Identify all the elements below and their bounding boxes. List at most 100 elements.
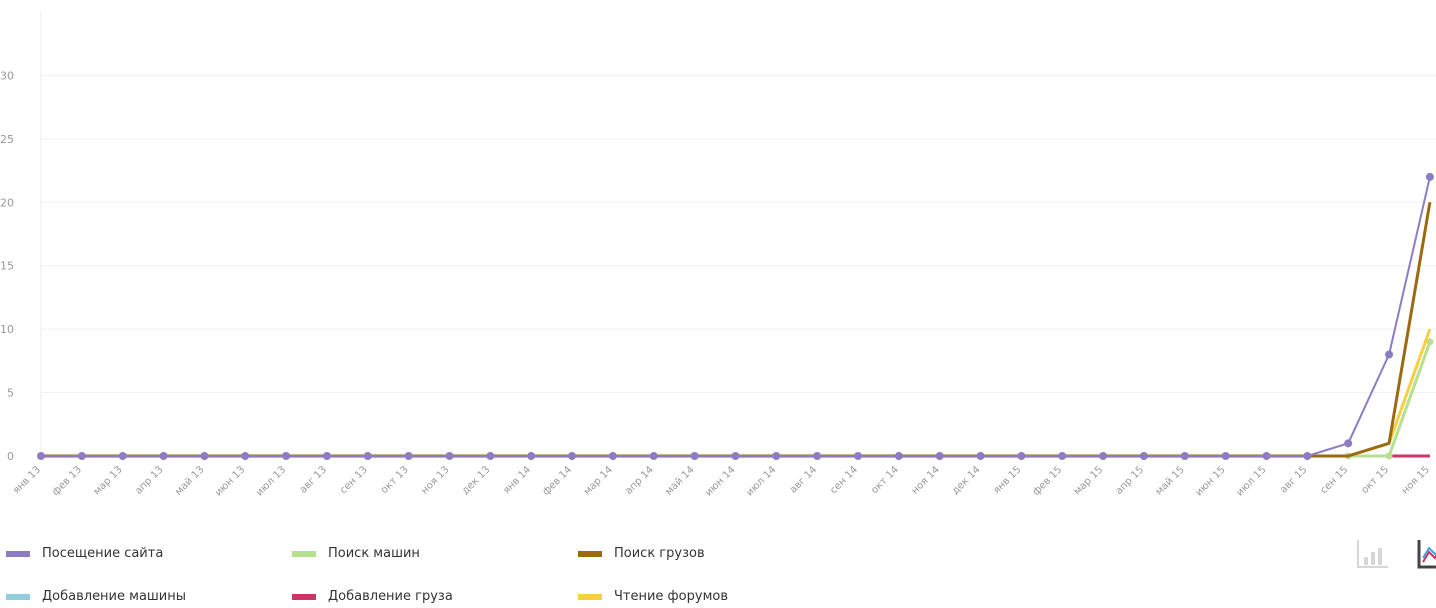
data-point (486, 452, 495, 460)
x-tick-label: янв 15 (991, 464, 1023, 496)
data-point (854, 452, 862, 460)
legend-item-add-truck[interactable]: Добавление машины (6, 589, 186, 604)
x-tick-label: май 13 (173, 464, 206, 497)
data-point (976, 452, 985, 460)
data-point (404, 452, 413, 460)
y-tick-label: 5 (7, 387, 14, 400)
legend-swatch (292, 550, 316, 557)
data-point (118, 452, 127, 460)
legend-swatch (6, 593, 30, 600)
x-tick-label: фев 15 (1031, 464, 1065, 498)
x-tick-label: апр 13 (133, 464, 165, 496)
data-point (1425, 172, 1434, 181)
y-tick-label: 30 (0, 69, 14, 82)
x-axis: янв 13 фев 13 мар 13 апр 13 май 13 июн 13 июл … (11, 464, 1432, 498)
line-chart-icon[interactable] (1415, 536, 1436, 570)
data-point (1180, 452, 1189, 460)
x-tick-label: авг 15 (1278, 464, 1309, 495)
data-point (1426, 338, 1434, 346)
bar-chart-icon[interactable] (1355, 536, 1389, 570)
data-point (1385, 452, 1393, 460)
x-tick-label: сен 13 (338, 464, 370, 496)
legend-label: Добавление груза (328, 589, 453, 604)
x-tick-label: ноя 14 (910, 464, 942, 496)
x-tick-label: окт 13 (379, 464, 411, 496)
data-point (568, 452, 577, 460)
x-tick-label: авг 14 (788, 464, 819, 495)
x-tick-label: сен 15 (1318, 464, 1350, 496)
x-tick-label: июн 15 (1194, 464, 1228, 498)
data-point (241, 452, 250, 460)
x-tick-label: июл 15 (1235, 464, 1269, 498)
data-point (1099, 452, 1108, 460)
y-axis: 0 5 10 15 20 25 30 (0, 69, 14, 463)
x-tick-label: июл 14 (744, 464, 778, 498)
data-point (772, 452, 781, 460)
legend-item-truck-search[interactable]: Поиск машин (292, 546, 420, 561)
data-point (363, 452, 372, 460)
x-tick-label: июл 13 (254, 464, 288, 498)
data-point (527, 452, 536, 460)
y-tick-label: 0 (7, 450, 14, 463)
legend-label: Посещение сайта (42, 546, 164, 561)
data-point (445, 452, 454, 460)
legend-swatch (578, 593, 602, 600)
legend-swatch (578, 550, 602, 557)
x-tick-label: мар 15 (1072, 464, 1105, 497)
x-tick-label: июн 14 (703, 464, 737, 498)
x-tick-label: май 14 (663, 464, 696, 497)
x-tick-label: апр 14 (623, 464, 655, 496)
data-point (608, 452, 617, 460)
x-tick-label: дек 13 (460, 464, 493, 497)
legend-swatch (292, 593, 316, 600)
x-tick-label: сен 14 (828, 464, 860, 496)
y-tick-label: 25 (0, 133, 14, 146)
x-tick-label: янв 13 (11, 464, 43, 496)
legend-swatch (6, 550, 30, 557)
data-point (731, 452, 740, 460)
data-point (200, 452, 209, 460)
y-tick-label: 10 (0, 323, 14, 336)
x-tick-label: фев 14 (541, 464, 575, 498)
data-point (813, 452, 822, 460)
x-tick-label: авг 13 (298, 464, 329, 495)
legend-item-forum-reading[interactable]: Чтение форумов (578, 589, 728, 604)
data-point (37, 452, 45, 460)
x-tick-label: ноя 15 (1400, 464, 1432, 496)
data-point (1017, 452, 1026, 460)
data-point (77, 452, 86, 460)
data-point (282, 452, 291, 460)
x-tick-label: апр 15 (1114, 464, 1146, 496)
data-point (690, 452, 699, 460)
data-point (935, 452, 944, 460)
data-point (1303, 452, 1312, 460)
data-point (1221, 452, 1230, 460)
x-tick-label: дек 14 (950, 464, 983, 497)
data-point (649, 452, 658, 460)
x-tick-label: окт 14 (869, 464, 901, 496)
x-tick-label: мар 14 (582, 464, 615, 497)
data-point (159, 452, 168, 460)
y-tick-label: 15 (0, 260, 14, 273)
x-tick-label: мар 13 (92, 464, 125, 497)
x-tick-label: май 15 (1154, 464, 1187, 497)
data-point (1262, 452, 1271, 460)
data-point (1139, 452, 1148, 460)
legend-item-cargo-search[interactable]: Поиск грузов (578, 546, 705, 561)
data-point (1385, 350, 1394, 359)
legend-item-add-cargo[interactable]: Добавление груза (292, 589, 453, 604)
y-tick-label: 20 (0, 196, 14, 209)
data-point (894, 452, 903, 460)
series-line (41, 176, 1431, 457)
data-point (1344, 439, 1353, 448)
legend-label: Добавление машины (42, 589, 187, 604)
series-line (41, 341, 1432, 458)
x-tick-label: фев 13 (50, 464, 84, 498)
x-tick-label: окт 15 (1359, 464, 1391, 496)
series-lines (37, 172, 1434, 460)
x-tick-label: ноя 13 (419, 464, 451, 496)
x-tick-label: июн 13 (213, 464, 247, 498)
legend-label: Поиск грузов (614, 546, 705, 561)
legend-item-site-visits[interactable]: Посещение сайта (6, 546, 163, 561)
